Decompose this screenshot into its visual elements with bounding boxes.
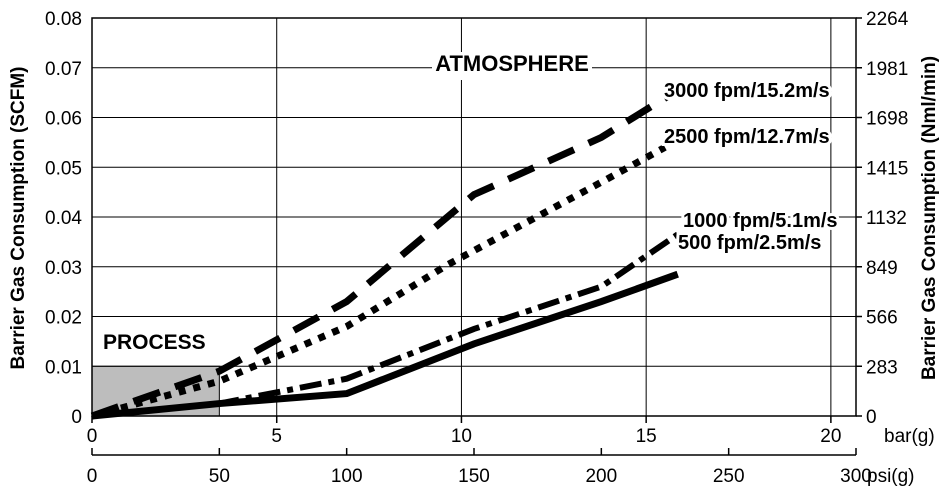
atmosphere-label-background bbox=[432, 52, 592, 80]
process-label: PROCESS bbox=[103, 331, 206, 354]
y-tick-label-right: 849 bbox=[866, 258, 898, 279]
y-tick-label-left: 0.01 bbox=[45, 357, 82, 378]
x-tick-label-bar: 5 bbox=[271, 426, 282, 447]
x-tick-label-psi: 100 bbox=[331, 466, 363, 487]
y-tick-label-left: 0.08 bbox=[45, 9, 82, 30]
y-tick-label-right: 0 bbox=[866, 407, 877, 428]
y-tick-label-left: 0.05 bbox=[45, 158, 82, 179]
series-label: 500 fpm/2.5m/s bbox=[678, 232, 821, 254]
y-tick-label-left: 0.06 bbox=[45, 109, 82, 130]
series-label: 3000 fpm/15.2m/s bbox=[664, 80, 830, 102]
series-line-dotted bbox=[91, 144, 667, 420]
series-line-dash-dot bbox=[91, 231, 680, 419]
atmosphere-label: ATMOSPHERE bbox=[435, 51, 589, 76]
y-tick-label-left: 0.07 bbox=[45, 59, 82, 80]
y-tick-label-right: 1981 bbox=[866, 59, 908, 80]
y-tick-label-right: 283 bbox=[866, 357, 898, 378]
labels: ATMOSPHERE PROCESS Barrier Gas Consumpti… bbox=[8, 51, 940, 487]
y-tick-label-left: 0 bbox=[71, 407, 82, 428]
y-tick-label-left: 0.04 bbox=[45, 208, 82, 229]
x-tick-label-psi: 300 bbox=[840, 466, 872, 487]
series-lines bbox=[90, 87, 680, 420]
y-tick-label-right: 1132 bbox=[866, 208, 907, 229]
y-tick-label-right: 2264 bbox=[866, 9, 909, 30]
series-line-dashed bbox=[90, 87, 680, 420]
x-tick-label-bar: 0 bbox=[87, 426, 98, 447]
x-tick-label-psi: 0 bbox=[87, 466, 98, 487]
y-tick-label-right: 1698 bbox=[866, 109, 908, 130]
y-tick-label-left: 0.03 bbox=[45, 258, 82, 279]
x-tick-label-psi: 50 bbox=[209, 466, 230, 487]
grid bbox=[92, 18, 856, 416]
y-axis-label-left: Barrier Gas Consumption (SCFM) bbox=[8, 67, 29, 370]
x-tick-label-psi: 150 bbox=[458, 466, 490, 487]
axes bbox=[91, 17, 862, 456]
x-axis-label-bar: bar(g) bbox=[884, 426, 935, 447]
x-tick-label-bar: 10 bbox=[451, 426, 472, 447]
x-tick-label-psi: 250 bbox=[713, 466, 745, 487]
y-axis-label-right: Barrier Gas Consumption (Nml/min) bbox=[919, 56, 940, 380]
y-tick-label-left: 0.02 bbox=[45, 308, 82, 329]
series-line-solid bbox=[91, 270, 679, 420]
tick-labels: 0 0.01 0.02 0.03 0.04 0.05 0.06 0.07 0.08 0 283 566… bbox=[45, 9, 909, 487]
series-labels: 3000 fpm/15.2m/s 2500 fpm/12.7m/s 1000 fpm… bbox=[661, 77, 841, 257]
y-tick-label-right: 566 bbox=[866, 308, 898, 329]
series-label: 1000 fpm/5.1m/s bbox=[683, 210, 838, 232]
series-label: 2500 fpm/12.7m/s bbox=[664, 126, 830, 148]
x-tick-label-bar: 20 bbox=[820, 426, 841, 447]
x-axis-label-psi: psi(g) bbox=[867, 466, 915, 487]
x-tick-label-bar: 15 bbox=[636, 426, 657, 447]
y-tick-label-right: 1415 bbox=[866, 158, 908, 179]
x-tick-label-psi: 200 bbox=[585, 466, 617, 487]
